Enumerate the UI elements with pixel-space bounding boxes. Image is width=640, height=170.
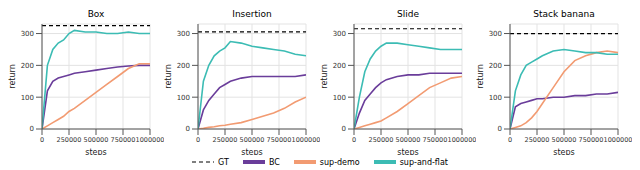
svg-text:0: 0 xyxy=(498,125,502,133)
svg-text:200: 200 xyxy=(489,62,502,70)
svg-text:300: 300 xyxy=(489,30,502,38)
html-text:Box: Box xyxy=(87,9,105,19)
svg-text:1000000: 1000000 xyxy=(136,136,164,144)
svg-text:750000: 750000 xyxy=(423,136,448,144)
svg-text:return: return xyxy=(164,64,173,88)
svg-text:500000: 500000 xyxy=(552,136,577,144)
svg-text:100: 100 xyxy=(489,94,502,102)
svg-text:750000: 750000 xyxy=(579,136,604,144)
svg-text:500000: 500000 xyxy=(240,136,265,144)
html-text:sup-and-flat: sup-and-flat xyxy=(399,157,448,167)
svg-text:250000: 250000 xyxy=(525,136,550,144)
html-text:GT: GT xyxy=(218,157,229,167)
svg-text:0: 0 xyxy=(186,125,190,133)
svg-text:1000000: 1000000 xyxy=(292,136,320,144)
svg-text:250000: 250000 xyxy=(57,136,82,144)
svg-text:300: 300 xyxy=(21,30,34,38)
svg-text:0: 0 xyxy=(40,136,44,144)
svg-text:250000: 250000 xyxy=(369,136,394,144)
svg-text:300: 300 xyxy=(333,30,346,38)
svg-text:return: return xyxy=(8,64,17,88)
svg-text:200: 200 xyxy=(177,62,190,70)
svg-text:250000: 250000 xyxy=(213,136,238,144)
html-text:Insertion: Insertion xyxy=(232,9,272,19)
svg-text:100: 100 xyxy=(21,94,34,102)
svg-text:100: 100 xyxy=(333,94,346,102)
svg-text:0: 0 xyxy=(508,136,512,144)
svg-text:750000: 750000 xyxy=(111,136,136,144)
html-text:Slide: Slide xyxy=(397,9,419,19)
svg-text:500000: 500000 xyxy=(396,136,421,144)
html-text:BC: BC xyxy=(268,157,280,167)
svg-text:steps: steps xyxy=(553,148,574,155)
svg-text:500000: 500000 xyxy=(84,136,109,144)
svg-text:200: 200 xyxy=(21,62,34,70)
svg-text:0: 0 xyxy=(196,136,200,144)
svg-text:steps: steps xyxy=(397,148,418,155)
svg-text:steps: steps xyxy=(85,148,106,155)
html-text:sup-demo: sup-demo xyxy=(319,157,360,167)
svg-text:0: 0 xyxy=(342,125,346,133)
svg-text:300: 300 xyxy=(177,30,190,38)
svg-text:1000000: 1000000 xyxy=(604,136,632,144)
svg-text:100: 100 xyxy=(177,94,190,102)
svg-text:200: 200 xyxy=(333,62,346,70)
html-text:Stack banana: Stack banana xyxy=(533,9,595,19)
svg-text:0: 0 xyxy=(30,125,34,133)
svg-text:return: return xyxy=(320,64,329,88)
svg-text:1000000: 1000000 xyxy=(448,136,476,144)
svg-text:750000: 750000 xyxy=(267,136,292,144)
svg-text:return: return xyxy=(476,64,485,88)
svg-text:0: 0 xyxy=(352,136,356,144)
svg-text:steps: steps xyxy=(241,148,262,155)
